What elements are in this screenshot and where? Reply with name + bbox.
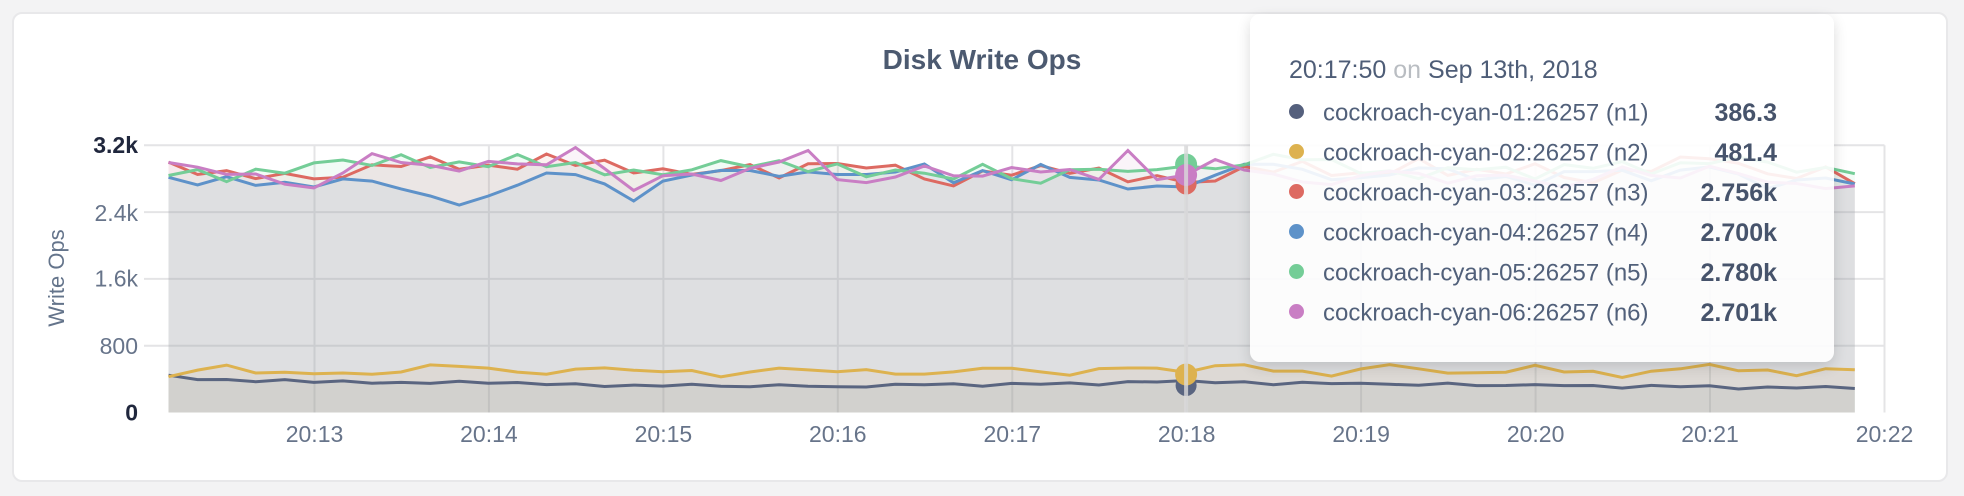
svg-text:20:17: 20:17 <box>984 421 1042 447</box>
svg-text:20:13: 20:13 <box>286 421 344 447</box>
svg-text:20:18: 20:18 <box>1158 421 1216 447</box>
svg-text:20:21: 20:21 <box>1681 421 1739 447</box>
svg-text:20:15: 20:15 <box>635 421 693 447</box>
svg-text:20:14: 20:14 <box>460 421 518 447</box>
svg-text:20:22: 20:22 <box>1856 421 1914 447</box>
svg-text:Write Ops: Write Ops <box>44 229 69 326</box>
svg-text:1.6k: 1.6k <box>95 266 139 292</box>
svg-text:2.4k: 2.4k <box>95 200 139 226</box>
svg-text:20:20: 20:20 <box>1507 421 1565 447</box>
svg-text:0: 0 <box>125 400 138 426</box>
svg-text:3.2k: 3.2k <box>93 132 138 158</box>
svg-text:20:16: 20:16 <box>809 421 867 447</box>
svg-text:20:19: 20:19 <box>1332 421 1390 447</box>
svg-text:800: 800 <box>100 333 138 359</box>
